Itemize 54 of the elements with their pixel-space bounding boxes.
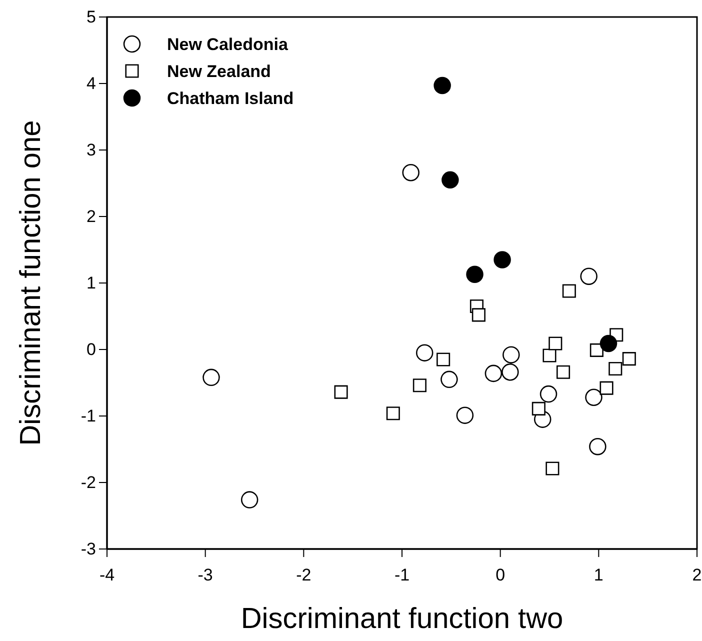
point — [402, 164, 420, 182]
point — [442, 171, 459, 189]
point — [434, 76, 451, 94]
y-tick-label: 1 — [86, 273, 96, 292]
point — [600, 334, 618, 352]
point — [548, 336, 562, 350]
point — [484, 364, 502, 382]
point — [622, 352, 636, 366]
point — [532, 402, 546, 416]
point — [502, 363, 519, 381]
point — [542, 348, 556, 362]
point — [456, 406, 474, 424]
x-tick-label: -2 — [296, 565, 312, 584]
y-tick-label: -2 — [80, 472, 96, 492]
point — [589, 438, 606, 456]
y-tick-label: -1 — [80, 406, 96, 426]
point — [440, 370, 458, 388]
point — [334, 385, 348, 399]
point — [466, 266, 484, 283]
point — [556, 365, 570, 379]
point — [494, 251, 511, 268]
point — [412, 378, 426, 392]
y-tick-label: 2 — [86, 206, 96, 226]
point — [562, 284, 576, 298]
x-tick-label: 0 — [496, 565, 506, 584]
point — [386, 406, 400, 420]
x-tick-label: -1 — [394, 565, 410, 584]
point — [472, 308, 486, 322]
y-tick-label: 5 — [86, 7, 96, 26]
point — [608, 362, 622, 376]
legend-label: New Zealand — [167, 62, 271, 81]
x-axis-title: Discriminant function two — [240, 603, 564, 635]
point — [540, 385, 558, 403]
point — [436, 352, 450, 366]
x-tick-label: 1 — [594, 565, 604, 584]
point — [585, 388, 602, 406]
point — [546, 462, 560, 476]
point — [202, 368, 220, 386]
x-tick-label: 2 — [692, 565, 702, 584]
point — [590, 343, 604, 357]
y-tick-label: -3 — [80, 539, 96, 558]
y-axis-title: Discriminant function one — [15, 120, 47, 446]
point — [600, 381, 614, 395]
point — [580, 268, 598, 285]
point — [502, 346, 520, 364]
point — [416, 344, 434, 362]
point — [240, 491, 258, 508]
legend-label: New Caledonia — [167, 35, 288, 54]
legend-label: Chatham Island — [167, 89, 294, 108]
y-tick-label: 3 — [86, 140, 96, 160]
y-tick-label: 4 — [86, 74, 96, 93]
y-tick-label: 0 — [86, 340, 96, 359]
x-tick-label: -4 — [99, 565, 115, 584]
x-tick-label: -3 — [198, 565, 213, 584]
